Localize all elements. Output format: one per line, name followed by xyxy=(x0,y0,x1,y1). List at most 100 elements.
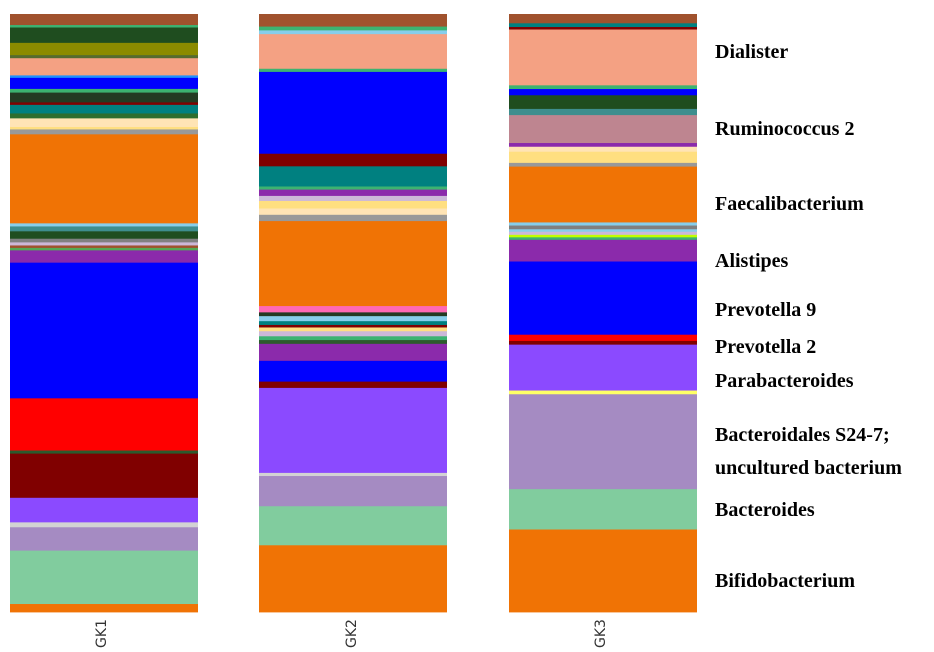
bar-segment-gk3-27 xyxy=(509,489,697,530)
bar-segment-gk1-6 xyxy=(10,75,198,79)
bar-segment-gk2-6 xyxy=(259,153,447,167)
bar-segment-gk3-0 xyxy=(509,14,697,24)
bar-segment-gk3-13 xyxy=(509,166,697,223)
bar-segment-gk1-0 xyxy=(10,14,198,26)
bar-segment-gk2-10 xyxy=(259,195,447,202)
legend-label-parabacteroides: Parabacteroides xyxy=(715,370,854,392)
bar-segment-gk1-28 xyxy=(10,453,198,499)
bar-gk3 xyxy=(509,14,697,613)
bar-segment-gk3-26 xyxy=(509,394,697,490)
bar-segment-gk2-0 xyxy=(259,14,447,27)
bar-segment-gk2-24 xyxy=(259,343,447,362)
bar-segment-gk2-25 xyxy=(259,360,447,383)
x-tick-label-gk2: GK2 xyxy=(344,619,360,648)
bar-segment-gk2-21 xyxy=(259,331,447,337)
bar-segment-gk3-16 xyxy=(509,229,697,233)
bar-segment-gk1-14 xyxy=(10,126,198,130)
bar-segment-gk3-11 xyxy=(509,151,697,164)
bar-segment-gk1-17 xyxy=(10,223,198,227)
bar-segment-gk2-11 xyxy=(259,200,447,209)
bar-segment-gk1-22 xyxy=(10,245,198,249)
bar-segment-gk2-3 xyxy=(259,34,447,70)
bar-segment-gk3-17 xyxy=(509,231,697,236)
bar-segment-gk3-20 xyxy=(509,239,697,262)
bar-segment-gk3-6 xyxy=(509,95,697,110)
bar-segment-gk1-30 xyxy=(10,522,198,528)
bar-segment-gk3-14 xyxy=(509,222,697,226)
bar-segment-gk2-2 xyxy=(259,30,447,35)
bar-segment-gk2-27 xyxy=(259,387,447,474)
legend-label-alistipes: Alistipes xyxy=(715,250,789,272)
bar-segment-gk2-15 xyxy=(259,306,447,313)
bar-segment-gk2-20 xyxy=(259,327,447,332)
bar-segment-gk1-5 xyxy=(10,58,198,76)
bar-segment-gk1-13 xyxy=(10,118,198,128)
legend-label-faecalibacterium: Faecalibacterium xyxy=(715,193,864,215)
bar-segment-gk1-9 xyxy=(10,92,198,103)
bar-segment-gk2-30 xyxy=(259,506,447,546)
bar-segment-gk3-21 xyxy=(509,261,697,336)
bar-segment-gk2-19 xyxy=(259,324,447,328)
bar-segment-gk1-27 xyxy=(10,450,198,454)
bar-gk2 xyxy=(259,14,447,613)
bar-segment-gk3-18 xyxy=(509,234,697,238)
bar-segment-gk1-7 xyxy=(10,77,198,90)
legend-label-prevotella-9: Prevotella 9 xyxy=(715,299,817,321)
bar-segment-gk2-12 xyxy=(259,208,447,216)
bar-segment-gk3-8 xyxy=(509,115,697,144)
bar-segment-gk3-15 xyxy=(509,225,697,230)
legend-label-uncultured-bacterium: uncultured bacterium xyxy=(715,457,902,479)
bar-segment-gk2-13 xyxy=(259,214,447,222)
bar-segment-gk2-8 xyxy=(259,186,447,191)
bar-segment-gk3-19 xyxy=(509,237,697,241)
bar-segment-gk3-10 xyxy=(509,146,697,153)
bar-segment-gk1-26 xyxy=(10,398,198,451)
bar-segment-gk1-11 xyxy=(10,104,198,114)
bar-segment-gk2-1 xyxy=(259,26,447,31)
bar-segment-gk2-26 xyxy=(259,381,447,389)
bar-segment-gk2-17 xyxy=(259,316,447,322)
legend-label-bacteroidales-s24-7: Bacteroidales S24-7; xyxy=(715,424,890,446)
bars-layer xyxy=(10,14,697,613)
bar-segment-gk3-24 xyxy=(509,344,697,391)
bar-segment-gk1-1 xyxy=(10,25,198,28)
bar-segment-gk1-2 xyxy=(10,27,198,44)
bar-segment-gk2-29 xyxy=(259,476,447,507)
bar-segment-gk1-10 xyxy=(10,102,198,106)
bar-segment-gk2-14 xyxy=(259,221,447,307)
bar-segment-gk2-7 xyxy=(259,166,447,187)
bar-segment-gk1-20 xyxy=(10,238,198,243)
x-tick-label-gk1: GK1 xyxy=(94,619,110,648)
bar-segment-gk3-25 xyxy=(509,390,697,395)
bar-segment-gk2-16 xyxy=(259,312,447,317)
bar-segment-gk3-3 xyxy=(509,29,697,86)
bar-segment-gk3-12 xyxy=(509,162,697,167)
bar-segment-gk1-21 xyxy=(10,242,198,246)
bar-segment-gk1-29 xyxy=(10,497,198,523)
bar-segment-gk1-19 xyxy=(10,231,198,240)
bar-segment-gk3-4 xyxy=(509,85,697,90)
bar-segment-gk1-18 xyxy=(10,226,198,232)
bar-segment-gk1-24 xyxy=(10,250,198,264)
bar-segment-gk1-32 xyxy=(10,550,198,605)
bar-segment-gk1-3 xyxy=(10,42,198,56)
bar-segment-gk1-23 xyxy=(10,247,198,251)
bar-segment-gk1-31 xyxy=(10,527,198,551)
bar-segment-gk1-8 xyxy=(10,88,198,93)
bar-segment-gk2-9 xyxy=(259,189,447,197)
legend-label-bifidobacterium: Bifidobacterium xyxy=(715,570,855,592)
bar-segment-gk1-16 xyxy=(10,134,198,224)
bar-segment-gk2-23 xyxy=(259,340,447,345)
bar-segment-gk3-5 xyxy=(509,89,697,96)
legend-label-ruminococcus-2: Ruminococcus 2 xyxy=(715,118,855,140)
bar-segment-gk2-31 xyxy=(259,545,447,613)
bar-segment-gk3-1 xyxy=(509,23,697,28)
bar-segment-gk2-22 xyxy=(259,336,447,341)
bar-segment-gk3-7 xyxy=(509,108,697,116)
bar-segment-gk2-28 xyxy=(259,472,447,477)
bar-segment-gk2-5 xyxy=(259,71,447,155)
bar-segment-gk3-28 xyxy=(509,529,697,613)
bar-segment-gk1-15 xyxy=(10,129,198,135)
bar-segment-gk3-22 xyxy=(509,334,697,342)
